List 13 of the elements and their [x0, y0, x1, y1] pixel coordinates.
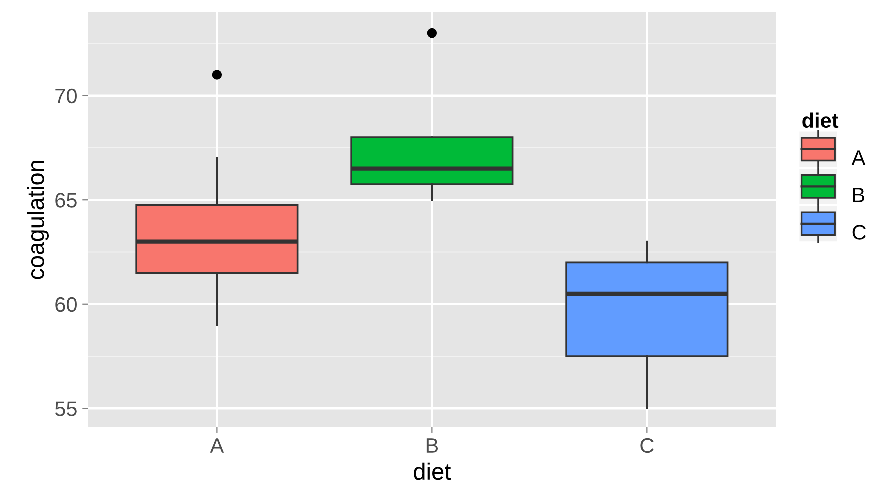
legend-label: A: [852, 150, 866, 166]
x-axis-title: diet: [414, 462, 452, 480]
legend-title: diet: [802, 112, 839, 128]
y-tick-label: 60: [56, 297, 77, 312]
legend-label: C: [852, 225, 866, 240]
y-axis-title: coagulation: [27, 161, 50, 280]
x-tick-label: C: [640, 438, 654, 454]
y-tick-label: 70: [56, 88, 77, 104]
y-tick-label: 65: [56, 193, 77, 208]
legend-label: B: [854, 188, 865, 202]
x-tick-label: A: [210, 438, 224, 453]
x-tick-label: B: [426, 438, 438, 453]
y-tick-label: 55: [55, 402, 77, 416]
